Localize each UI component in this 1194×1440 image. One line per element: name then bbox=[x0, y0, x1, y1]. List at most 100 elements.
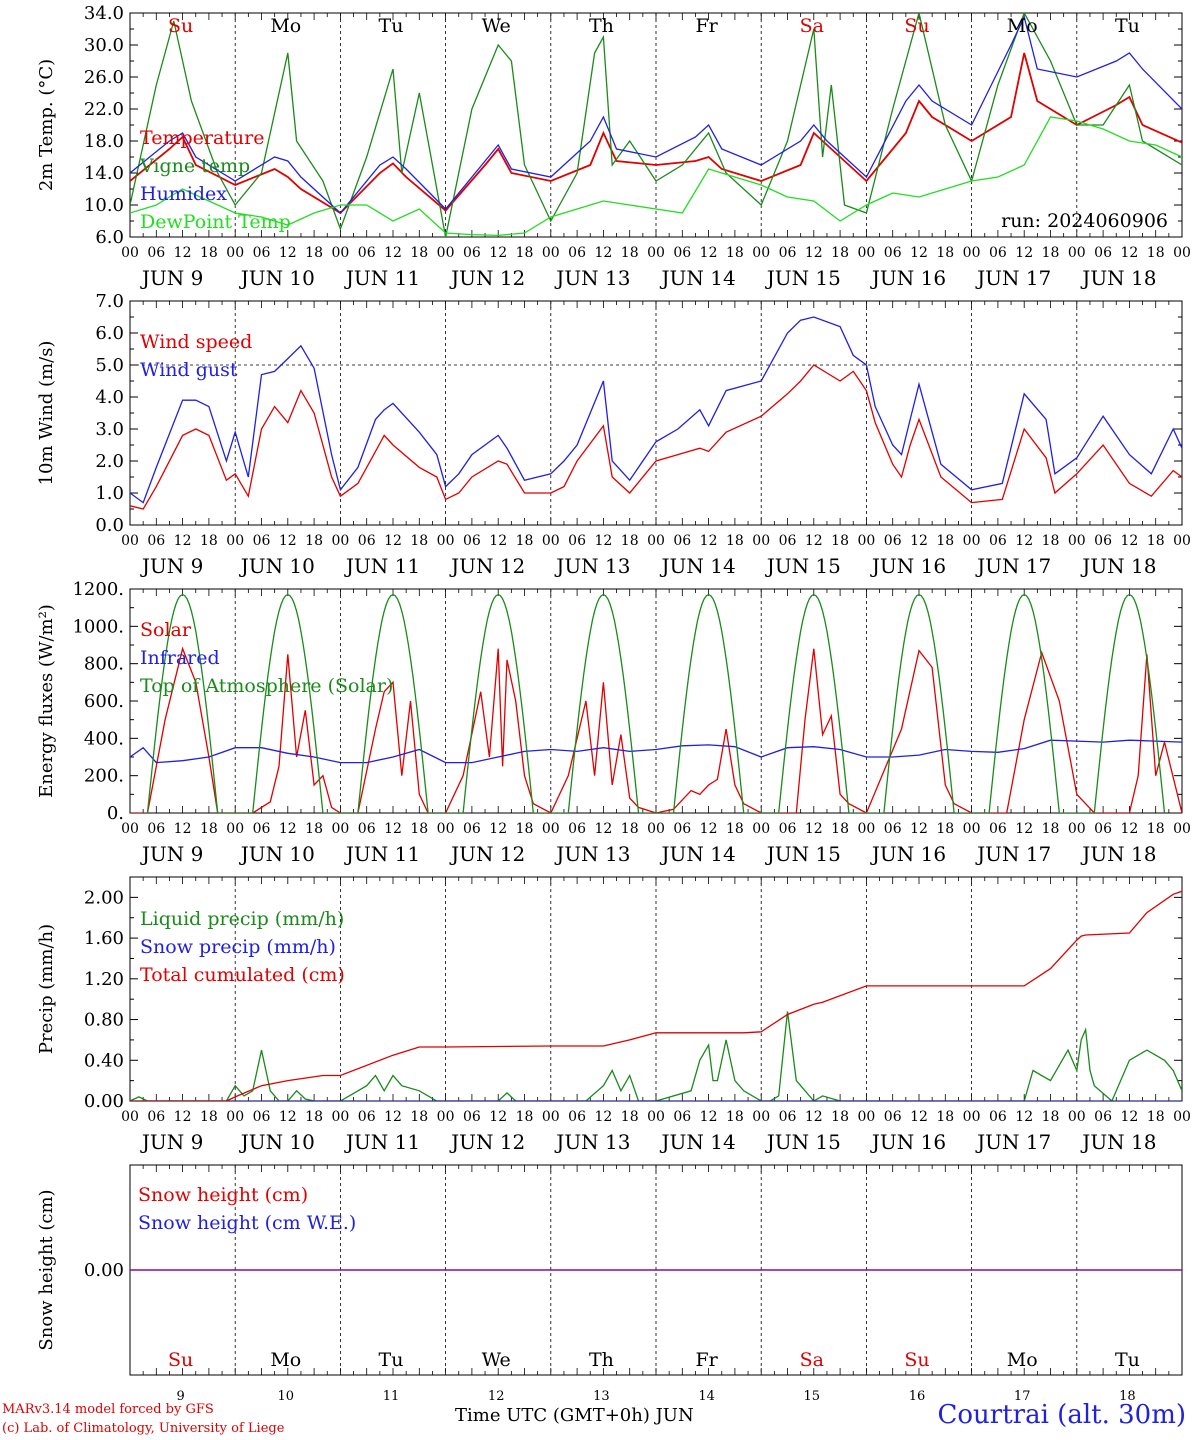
y-tick-label: 1.20 bbox=[84, 969, 124, 990]
x-hour-label: 06 bbox=[1094, 245, 1112, 261]
x-day-label: JUN 17 bbox=[975, 842, 1051, 866]
series-line-infrared bbox=[130, 739, 1182, 764]
x-hour-label: 12 bbox=[489, 1109, 507, 1125]
series-line-total-cumulated-cm- bbox=[130, 890, 1182, 1101]
panel-2 bbox=[129, 300, 1183, 526]
series-line-wind-speed bbox=[130, 364, 1182, 510]
x-hour-label: 18 bbox=[831, 1109, 849, 1125]
x-hour-label: 06 bbox=[989, 821, 1007, 837]
weekday-label: We bbox=[482, 1349, 511, 1371]
x-day-label: JUN 15 bbox=[765, 266, 841, 290]
x-day-label: JUN 10 bbox=[239, 266, 315, 290]
x-hour-label: 18 bbox=[831, 533, 849, 549]
weekday-label: Sa bbox=[800, 15, 824, 37]
x-hour-label: 12 bbox=[489, 245, 507, 261]
x-day-label: JUN 17 bbox=[975, 554, 1051, 578]
legend-entry: Solar bbox=[140, 619, 192, 641]
y-axis-title: 2m Temp. (°C) bbox=[36, 59, 57, 191]
x-day-label: 11 bbox=[383, 1389, 400, 1404]
x-hour-label: 00 bbox=[1173, 1109, 1191, 1125]
y-tick-label: 1.0 bbox=[95, 483, 124, 504]
x-hour-label: 00 bbox=[857, 245, 875, 261]
x-hour-label: 18 bbox=[726, 245, 744, 261]
x-day-label: JUN 9 bbox=[140, 554, 203, 578]
x-hour-label: 06 bbox=[568, 821, 586, 837]
x-hour-label: 00 bbox=[1173, 533, 1191, 549]
y-tick-label: 26.0 bbox=[84, 67, 124, 88]
x-hour-label: 18 bbox=[1042, 245, 1060, 261]
x-day-label: JUN 14 bbox=[660, 266, 736, 290]
x-hour-label: 00 bbox=[226, 821, 244, 837]
x-hour-label: 00 bbox=[542, 821, 560, 837]
y-axis-title: 10m Wind (m/s) bbox=[36, 341, 57, 486]
y-tick-label: 2.00 bbox=[84, 887, 124, 908]
panel-5 bbox=[129, 1164, 1183, 1376]
x-day-label: JUN 13 bbox=[554, 554, 630, 578]
x-hour-label: 00 bbox=[752, 1109, 770, 1125]
x-hour-label: 18 bbox=[410, 1109, 428, 1125]
x-hour-label: 18 bbox=[200, 821, 218, 837]
y-tick-label: 4.0 bbox=[95, 387, 124, 408]
x-day-label: JUN 17 bbox=[975, 266, 1051, 290]
x-hour-label: 00 bbox=[121, 533, 139, 549]
x-day-label: JUN 10 bbox=[239, 842, 315, 866]
x-hour-label: 06 bbox=[1094, 1109, 1112, 1125]
x-hour-label: 00 bbox=[437, 533, 455, 549]
x-hour-label: 00 bbox=[647, 821, 665, 837]
weekday-label: Tu bbox=[379, 15, 404, 37]
y-tick-label: 0. bbox=[107, 803, 124, 824]
x-hour-label: 18 bbox=[410, 245, 428, 261]
x-hour-label: 00 bbox=[857, 533, 875, 549]
x-hour-label: 00 bbox=[331, 533, 349, 549]
x-hour-label: 12 bbox=[1120, 821, 1138, 837]
x-day-label: JUN 16 bbox=[870, 1130, 946, 1154]
series-line-temperature bbox=[130, 52, 1182, 215]
x-hour-label: 12 bbox=[910, 533, 928, 549]
x-hour-label: 00 bbox=[1068, 533, 1086, 549]
legend-entry: Liquid precip (mm/h) bbox=[140, 908, 344, 930]
plot-frame bbox=[129, 588, 1183, 814]
x-hour-label: 06 bbox=[1094, 533, 1112, 549]
y-tick-label: 5.0 bbox=[95, 355, 124, 376]
series-line-toa-solar bbox=[146, 593, 1166, 813]
y-tick-label: 6.0 bbox=[95, 323, 124, 344]
x-day-label: JUN 13 bbox=[554, 266, 630, 290]
x-day-label: JUN 14 bbox=[660, 842, 736, 866]
x-hour-label: 00 bbox=[963, 533, 981, 549]
x-day-label: JUN 10 bbox=[239, 554, 315, 578]
x-hour-label: 00 bbox=[1068, 245, 1086, 261]
x-hour-label: 12 bbox=[1015, 245, 1033, 261]
x-hour-label: 00 bbox=[647, 1109, 665, 1125]
x-hour-label: 18 bbox=[621, 533, 639, 549]
x-hour-label: 06 bbox=[989, 245, 1007, 261]
x-hour-label: 00 bbox=[963, 1109, 981, 1125]
x-hour-label: 06 bbox=[358, 245, 376, 261]
x-hour-label: 06 bbox=[779, 245, 797, 261]
series-line-liquid-precip-mm-h- bbox=[130, 1011, 1182, 1101]
x-hour-label: 06 bbox=[147, 1109, 165, 1125]
x-hour-label: 18 bbox=[200, 1109, 218, 1125]
x-hour-label: 12 bbox=[1120, 245, 1138, 261]
x-hour-label: 06 bbox=[884, 1109, 902, 1125]
x-hour-label: 18 bbox=[831, 821, 849, 837]
y-tick-label: 22.0 bbox=[84, 99, 124, 120]
y-tick-label: 1.60 bbox=[84, 928, 124, 949]
x-hour-label: 06 bbox=[253, 821, 271, 837]
legend-entry: Temperature bbox=[140, 127, 264, 149]
x-hour-label: 06 bbox=[358, 1109, 376, 1125]
y-tick-label: 400. bbox=[84, 728, 124, 749]
weekday-label: Mo bbox=[1007, 1349, 1038, 1371]
x-hour-label: 18 bbox=[621, 1109, 639, 1125]
x-hour-label: 12 bbox=[910, 1109, 928, 1125]
x-day-label: 10 bbox=[278, 1389, 295, 1404]
x-hour-label: 06 bbox=[673, 1109, 691, 1125]
x-hour-label: 12 bbox=[174, 1109, 192, 1125]
x-hour-label: 18 bbox=[516, 245, 534, 261]
weekday-label: Tu bbox=[379, 1349, 404, 1371]
x-hour-label: 18 bbox=[1042, 533, 1060, 549]
x-hour-label: 12 bbox=[805, 533, 823, 549]
plot-frame bbox=[129, 300, 1183, 526]
y-axis-title: Snow height (cm) bbox=[36, 1189, 57, 1350]
weekday-label: Tu bbox=[1115, 1349, 1140, 1371]
x-axis-label: Time UTC (GMT+0h) JUN bbox=[455, 1405, 694, 1426]
